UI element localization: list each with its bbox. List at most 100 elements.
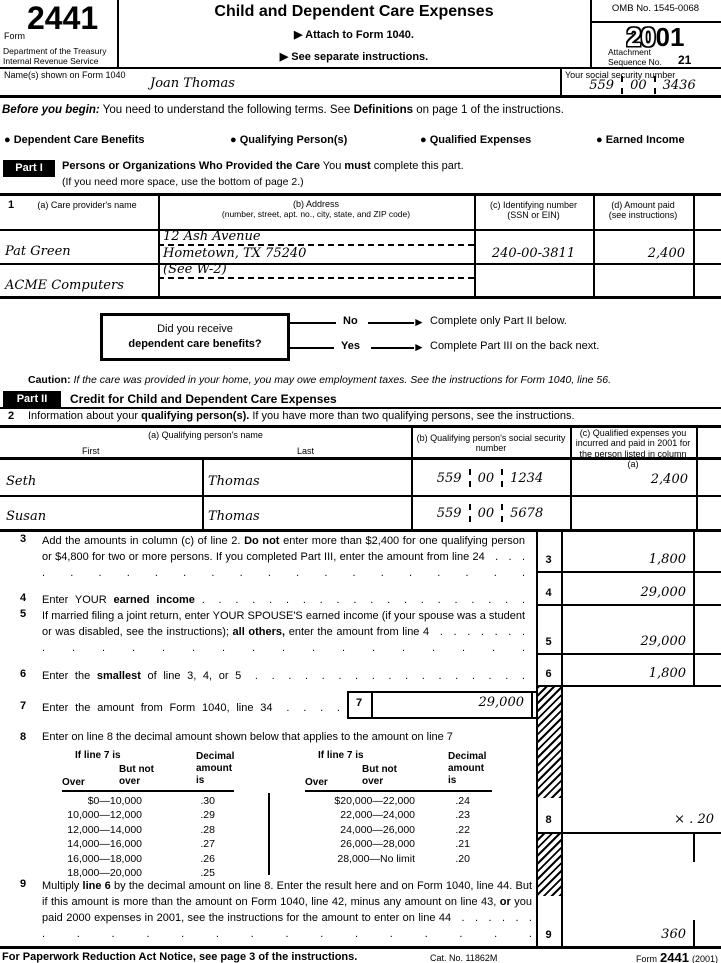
line7-amount-field[interactable]: 29,000 bbox=[478, 695, 525, 710]
qualified-expenses-field[interactable]: 2,400 bbox=[650, 472, 688, 487]
provider-name-field[interactable]: Pat Green bbox=[5, 244, 71, 259]
line7-text: Enter the amount from Form 1040, line 34… bbox=[42, 702, 340, 714]
part2-col-b-header: (b) Qualifying person's social security … bbox=[416, 433, 566, 454]
part2-bar-rule bbox=[0, 407, 721, 409]
provider-amount-field[interactable]: 2,400 bbox=[647, 246, 685, 261]
provider-address1-field[interactable]: (See W-2) bbox=[163, 262, 227, 277]
part1-badge: Part I bbox=[3, 160, 55, 177]
line3-amount-field[interactable]: 1,800 bbox=[648, 552, 686, 567]
dec-right-decimal-label: Decimal amount is bbox=[448, 751, 487, 786]
qualifying-first-field[interactable]: Susan bbox=[6, 509, 47, 524]
ssn-part2: 00 bbox=[630, 77, 647, 93]
dec-range: 12,000—14,000 bbox=[67, 824, 142, 836]
dec-value: .21 bbox=[455, 838, 470, 850]
ssn-separator bbox=[468, 504, 471, 522]
part2-col-c-header: (c) Qualified expenses you incurred and … bbox=[575, 428, 691, 470]
line6-number: 6 bbox=[20, 668, 27, 680]
header-divider-right bbox=[590, 0, 592, 68]
attach-instruction: ▶ Attach to Form 1040. bbox=[294, 29, 414, 41]
no-arrow-line bbox=[368, 322, 414, 324]
cents-divider bbox=[693, 920, 695, 947]
hatched-area bbox=[538, 834, 561, 896]
bullet-icon: ● bbox=[420, 134, 427, 146]
term-earned-income: ● Earned Income bbox=[596, 134, 685, 146]
line2-text: Information about your qualifying person… bbox=[28, 410, 575, 422]
line5-amount-field[interactable]: 29,000 bbox=[640, 634, 687, 649]
part2-col-a-header: (a) Qualifying person's name bbox=[148, 430, 263, 440]
yes-label: Yes bbox=[341, 340, 360, 352]
line5-row-bottom bbox=[536, 653, 721, 655]
dec-value: .28 bbox=[200, 824, 215, 836]
dec-range: 16,000—18,000 bbox=[67, 853, 142, 865]
dec-left-over-label: Over bbox=[62, 777, 85, 788]
omb-divider bbox=[590, 21, 721, 23]
part2-heading: Credit for Child and Dependent Care Expe… bbox=[70, 392, 337, 406]
yes-connector-line bbox=[290, 347, 334, 349]
right-arrow-icon: ► bbox=[413, 340, 425, 354]
term-qualifying-persons: ● Qualifying Person(s) bbox=[230, 134, 348, 146]
line8-decimal-field[interactable]: × . 20 bbox=[674, 812, 714, 827]
dec-range: 14,000—16,000 bbox=[67, 838, 142, 850]
qualifying-ssn-field[interactable]: 559 00 5678 bbox=[436, 504, 544, 522]
part2-col-divider bbox=[411, 425, 413, 530]
name-label: Name(s) shown on Form 1040 bbox=[4, 70, 126, 80]
sequence-label: Sequence No. bbox=[608, 57, 662, 67]
ssn-separator bbox=[621, 76, 624, 94]
year-solid-part: 01 bbox=[655, 22, 685, 52]
line9-amount-field[interactable]: 360 bbox=[661, 927, 686, 942]
bullet-icon: ● bbox=[4, 134, 11, 146]
form-word-label: Form bbox=[4, 31, 25, 41]
line7-number: 7 bbox=[20, 700, 27, 712]
provider-address1-field[interactable]: 12 Ash Avenue bbox=[163, 229, 261, 244]
qualifying-first-field[interactable]: Seth bbox=[6, 474, 37, 489]
part2-col-divider bbox=[570, 425, 572, 530]
dec-range: 18,000—20,000 bbox=[67, 867, 142, 879]
ssn-separator bbox=[468, 469, 471, 487]
line4-amount-field[interactable]: 29,000 bbox=[640, 585, 687, 600]
line3-text: Add the amounts in column (c) of line 2.… bbox=[42, 535, 526, 579]
ssn-field[interactable]: 559 00 3436 bbox=[570, 76, 715, 94]
line7-box-num-divider bbox=[371, 691, 373, 717]
line9-number: 9 bbox=[20, 878, 27, 890]
line7-box-number: 7 bbox=[355, 697, 363, 709]
line6-box-number: 6 bbox=[545, 668, 552, 680]
footer-form-id: Form 2441 (2001) bbox=[635, 950, 718, 963]
part1-row-divider bbox=[0, 263, 721, 265]
header-bottom-rule bbox=[0, 67, 721, 69]
no-result-text: Complete only Part II below. bbox=[430, 315, 567, 327]
line8-text: Enter on line 8 the decimal amount shown… bbox=[42, 731, 453, 743]
provider-address2-field[interactable]: Hometown, TX 75240 bbox=[163, 246, 307, 261]
dec-value: .24 bbox=[455, 795, 470, 807]
dec-range: $0—10,000 bbox=[87, 795, 142, 807]
line4-box-number: 4 bbox=[545, 587, 552, 599]
part1-row-number: 1 bbox=[8, 199, 15, 211]
provider-name-field[interactable]: ACME Computers bbox=[5, 278, 124, 293]
qualifying-last-field[interactable]: Thomas bbox=[208, 474, 260, 489]
provider-id-field[interactable]: 240-00-3811 bbox=[491, 246, 576, 261]
line6-amount-field[interactable]: 1,800 bbox=[648, 666, 686, 681]
cents-divider bbox=[693, 832, 695, 862]
department-lines: Department of the Treasury Internal Reve… bbox=[3, 46, 107, 67]
see-instructions: ▶ See separate instructions. bbox=[279, 51, 429, 63]
sequence-number: 21 bbox=[678, 53, 692, 67]
part1-col-b-header: (b) Address (number, street, apt. no., c… bbox=[221, 199, 411, 220]
line4-row-bottom bbox=[536, 604, 721, 606]
line9-text: Multiply line 6 by the decimal amount on… bbox=[42, 880, 533, 940]
ssn-part1: 559 bbox=[589, 77, 615, 93]
omb-number: OMB No. 1545-0068 bbox=[611, 3, 700, 14]
part1-cents-divider bbox=[693, 193, 695, 298]
part1-col-a-header: (a) Care provider's name bbox=[37, 200, 137, 210]
line9-box-number: 9 bbox=[545, 929, 552, 941]
line2-number: 2 bbox=[8, 410, 15, 422]
name-field[interactable]: Joan Thomas bbox=[150, 76, 235, 91]
part1-col-divider bbox=[593, 193, 595, 298]
line6-text: Enter the smallest of line 3, 4, or 5 . … bbox=[42, 670, 525, 682]
qualifying-last-field[interactable]: Thomas bbox=[208, 509, 260, 524]
year-outline-part: 20 bbox=[626, 22, 656, 52]
part1-col-c-header: (c) Identifying number (SSN or EIN) bbox=[489, 200, 578, 221]
line8-row-bottom bbox=[536, 832, 721, 834]
dec-range: 24,000—26,000 bbox=[340, 824, 415, 836]
line5-text: If married filing a joint return, enter … bbox=[42, 610, 525, 654]
qualifying-ssn-field[interactable]: 559 00 1234 bbox=[436, 469, 544, 487]
